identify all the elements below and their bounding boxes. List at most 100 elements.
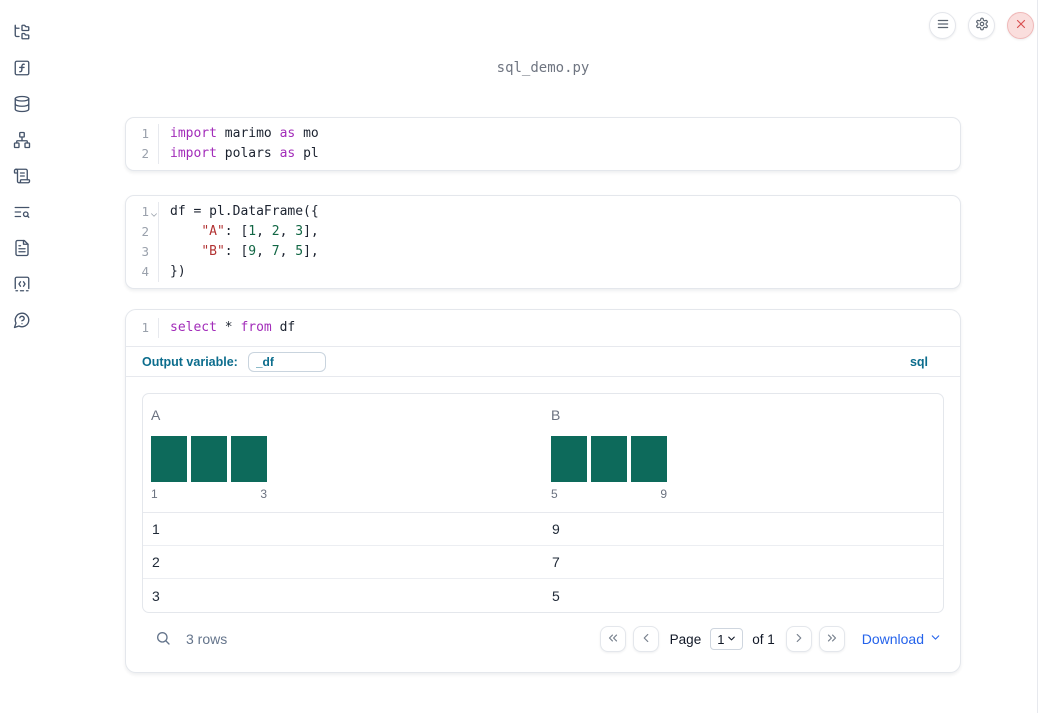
function-square-icon bbox=[13, 59, 31, 80]
document-icon bbox=[13, 239, 31, 260]
chevron-right-icon bbox=[792, 631, 806, 648]
helper-sidebar bbox=[0, 0, 44, 713]
sidebar-item-dependencies[interactable] bbox=[12, 131, 32, 152]
line-number: 1 bbox=[126, 318, 159, 338]
line-number: 2 bbox=[126, 144, 159, 164]
search-button[interactable] bbox=[150, 626, 176, 652]
line-number: 2 bbox=[126, 222, 159, 242]
code-line: 2 import polars as pl bbox=[126, 144, 960, 164]
panel-edge-divider bbox=[1037, 0, 1038, 713]
next-page-button[interactable] bbox=[785, 626, 812, 652]
download-label: Download bbox=[861, 631, 924, 647]
code-editor[interactable]: 1 import marimo as mo 2 import polars as… bbox=[126, 118, 960, 170]
chevrons-left-icon bbox=[606, 631, 620, 648]
sidebar-item-chat-help[interactable] bbox=[12, 312, 32, 330]
code-line: 1 select * from df bbox=[126, 318, 960, 338]
code-cell-dataframe: 1 df = pl.DataFrame({ 2 "A": [1, 2, 3], … bbox=[125, 195, 961, 289]
code-cell-imports: 1 import marimo as mo 2 import polars as… bbox=[125, 117, 961, 171]
code-line: 4 }) bbox=[126, 262, 960, 282]
page-select[interactable]: 1 bbox=[710, 628, 744, 650]
list-search-icon bbox=[13, 203, 31, 224]
file-tree-icon bbox=[13, 23, 31, 44]
chevron-left-icon bbox=[639, 631, 653, 648]
table-row: 3 5 bbox=[143, 579, 943, 612]
sql-output: A 1 3 B bbox=[126, 377, 960, 672]
window-controls bbox=[929, 12, 1034, 39]
table-header-row: A 1 3 B bbox=[143, 394, 943, 513]
column-histogram bbox=[151, 436, 267, 482]
language-badge: sql bbox=[909, 354, 928, 369]
page-select-value: 1 bbox=[717, 631, 725, 647]
table-cell: 5 bbox=[552, 587, 560, 604]
sql-cell-footer: Output variable: sql bbox=[126, 347, 960, 377]
sidebar-item-documentation[interactable] bbox=[12, 239, 32, 260]
last-page-button[interactable] bbox=[818, 626, 845, 652]
hist-min-label: 1 bbox=[151, 487, 158, 501]
scroll-icon bbox=[13, 167, 31, 188]
row-count-label: 3 rows bbox=[186, 631, 228, 647]
previous-page-button[interactable] bbox=[632, 626, 659, 652]
result-table: A 1 3 B bbox=[142, 393, 944, 613]
sidebar-item-logs[interactable] bbox=[12, 168, 32, 186]
page-label: Page bbox=[669, 631, 702, 647]
table-cell: 3 bbox=[152, 587, 160, 604]
sidebar-item-snippets[interactable] bbox=[12, 276, 32, 294]
hist-min-label: 5 bbox=[551, 487, 558, 501]
pagination: Page 1 of 1 bbox=[599, 626, 845, 652]
hist-max-label: 3 bbox=[260, 487, 267, 501]
sidebar-item-datasources[interactable] bbox=[12, 95, 32, 116]
histogram-bar bbox=[551, 436, 587, 482]
database-icon bbox=[13, 95, 31, 116]
search-icon bbox=[155, 630, 171, 649]
first-page-button[interactable] bbox=[599, 626, 626, 652]
output-variable-label: Output variable: bbox=[142, 354, 238, 369]
chevron-down-icon bbox=[929, 631, 942, 647]
histogram-bar bbox=[231, 436, 267, 482]
table-row: 2 7 bbox=[143, 546, 943, 579]
help-chat-icon bbox=[13, 311, 31, 332]
code-snippet-icon bbox=[13, 275, 31, 296]
close-icon bbox=[1014, 17, 1028, 34]
dependency-graph-icon bbox=[13, 131, 31, 152]
table-cell: 7 bbox=[552, 554, 560, 570]
column-histogram bbox=[551, 436, 667, 482]
page-of-label: of 1 bbox=[752, 631, 775, 647]
code-line: 1 import marimo as mo bbox=[126, 124, 960, 144]
sql-editor[interactable]: 1 select * from df bbox=[126, 310, 960, 347]
histogram-bar bbox=[591, 436, 627, 482]
notebook-filename: sql_demo.py bbox=[496, 60, 590, 76]
sidebar-item-variables[interactable] bbox=[12, 60, 32, 78]
table-toolbar: 3 rows Page 1 of 1 bbox=[142, 622, 944, 656]
menu-icon bbox=[936, 17, 950, 34]
line-number: 4 bbox=[126, 262, 159, 282]
histogram-bar bbox=[191, 436, 227, 482]
table-cell: 2 bbox=[152, 554, 160, 570]
download-button[interactable]: Download bbox=[862, 631, 942, 647]
table-row: 1 9 bbox=[143, 513, 943, 546]
fold-chevron-icon[interactable] bbox=[149, 206, 159, 217]
histogram-bar bbox=[151, 436, 187, 482]
code-line: 2 "A": [1, 2, 3], bbox=[126, 222, 960, 242]
notebook: sql_demo.py 1 import marimo as mo 2 impo… bbox=[125, 0, 961, 673]
column-name[interactable]: A bbox=[151, 407, 161, 423]
sidebar-item-outline[interactable] bbox=[12, 204, 32, 222]
settings-button[interactable] bbox=[968, 12, 995, 39]
code-editor[interactable]: 1 df = pl.DataFrame({ 2 "A": [1, 2, 3], … bbox=[126, 196, 960, 288]
shutdown-button[interactable] bbox=[1007, 12, 1034, 39]
line-number: 1 bbox=[126, 124, 159, 144]
output-variable-input[interactable] bbox=[247, 351, 326, 372]
menu-button[interactable] bbox=[929, 12, 956, 39]
chevrons-right-icon bbox=[825, 631, 839, 648]
line-number: 3 bbox=[126, 242, 159, 262]
code-line: 3 "B": [9, 7, 5], bbox=[126, 242, 960, 262]
column-name[interactable]: B bbox=[551, 407, 561, 423]
hist-max-label: 9 bbox=[660, 487, 667, 501]
histogram-bar bbox=[631, 436, 667, 482]
gear-icon bbox=[975, 17, 989, 34]
column-header-b: B 5 9 bbox=[543, 394, 943, 512]
chevron-down-icon bbox=[726, 632, 737, 647]
sidebar-item-files[interactable] bbox=[12, 24, 32, 42]
table-cell: 9 bbox=[552, 521, 560, 537]
table-cell: 1 bbox=[152, 521, 160, 537]
column-header-a: A 1 3 bbox=[143, 394, 543, 512]
